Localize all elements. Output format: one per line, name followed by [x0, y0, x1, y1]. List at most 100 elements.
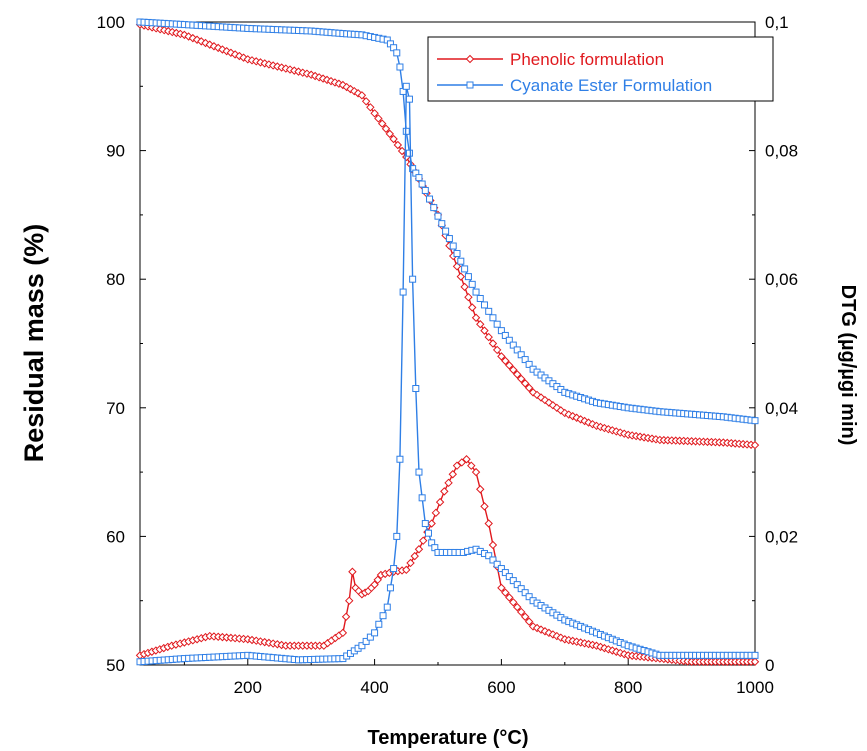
data-point	[442, 227, 450, 235]
data-point	[370, 109, 379, 118]
y2-tick-label: 0	[765, 656, 774, 675]
data-point	[449, 242, 457, 250]
data-point	[197, 37, 206, 46]
data-point	[235, 51, 244, 61]
data-point	[505, 361, 514, 370]
data-point	[426, 195, 434, 203]
data-point	[431, 508, 441, 518]
data-point	[516, 607, 526, 617]
data-point	[509, 341, 517, 349]
data-point	[540, 395, 550, 405]
data-point	[385, 129, 395, 139]
y-axis-title: Residual mass (%)	[19, 224, 49, 463]
data-point	[346, 84, 355, 94]
data-point	[366, 633, 374, 641]
data-point	[440, 487, 449, 496]
data-point	[524, 617, 534, 626]
y-tick-label: 70	[106, 399, 125, 418]
data-point	[468, 303, 477, 312]
data-point	[480, 301, 488, 309]
x-tick-label: 200	[234, 678, 262, 697]
data-point	[468, 280, 476, 288]
data-point	[497, 565, 505, 573]
data-point	[338, 80, 348, 90]
data-point	[374, 114, 383, 123]
data-point	[509, 598, 518, 607]
data-point	[509, 365, 518, 375]
x-tick-label: 800	[614, 678, 642, 697]
data-point	[427, 519, 436, 528]
data-point	[399, 288, 407, 296]
data-point	[358, 642, 366, 650]
data-point	[517, 351, 525, 359]
series-3	[136, 82, 759, 666]
data-point	[467, 461, 476, 470]
data-point	[493, 560, 501, 568]
legend-marker	[466, 81, 474, 89]
legend-label: Cyanate Ester Formulation	[510, 76, 712, 95]
legend-label: Phenolic formulation	[510, 50, 664, 69]
data-point	[484, 519, 493, 528]
data-point	[485, 307, 493, 315]
data-point	[528, 622, 538, 631]
data-point	[338, 628, 348, 638]
data-point	[528, 388, 538, 397]
data-point	[488, 339, 498, 348]
data-point	[383, 603, 391, 611]
data-point	[484, 332, 493, 342]
data-point	[405, 149, 413, 157]
data-point	[405, 95, 413, 103]
data-point	[444, 478, 453, 488]
data-point	[366, 103, 375, 112]
data-point	[501, 588, 510, 597]
data-point	[461, 265, 469, 273]
legend-box	[427, 36, 774, 102]
data-point	[489, 556, 497, 564]
data-point	[430, 204, 438, 212]
data-point	[532, 623, 542, 633]
y-tick-label: 80	[106, 270, 125, 289]
data-point	[415, 174, 423, 182]
data-point	[751, 417, 759, 425]
data-point	[418, 494, 426, 502]
data-point	[396, 63, 404, 71]
data-point	[520, 612, 530, 621]
legend: Phenolic formulation Cyanate Ester Formul…	[427, 36, 774, 102]
data-point	[492, 345, 502, 355]
data-point	[464, 292, 473, 302]
x-axis-title: Temperature (°C)	[368, 727, 529, 749]
data-point	[371, 629, 379, 637]
data-point	[342, 82, 351, 92]
data-point	[497, 583, 506, 593]
data-point	[505, 593, 514, 602]
data-point	[410, 551, 419, 561]
data-point	[375, 620, 383, 628]
data-point	[348, 567, 357, 576]
data-point	[418, 536, 428, 545]
legend-marker	[465, 54, 475, 64]
data-point	[513, 346, 521, 354]
data-point	[345, 596, 354, 605]
data-point	[424, 529, 432, 537]
data-point	[525, 593, 533, 601]
data-point	[462, 455, 471, 464]
data-point	[471, 467, 481, 477]
data-point	[218, 45, 227, 54]
data-point	[386, 584, 394, 592]
series-line	[139, 458, 755, 663]
data-point	[406, 558, 415, 568]
data-point	[397, 146, 407, 156]
data-point	[476, 294, 484, 302]
data-point	[448, 470, 457, 479]
data-point	[513, 602, 522, 612]
data-point	[548, 630, 558, 639]
data-point	[497, 352, 506, 361]
data-point	[418, 180, 426, 188]
data-point	[362, 637, 370, 645]
data-point	[476, 485, 485, 494]
series-line	[139, 86, 755, 663]
data-point	[434, 212, 442, 220]
data-point	[525, 360, 533, 368]
data-point	[552, 403, 562, 413]
